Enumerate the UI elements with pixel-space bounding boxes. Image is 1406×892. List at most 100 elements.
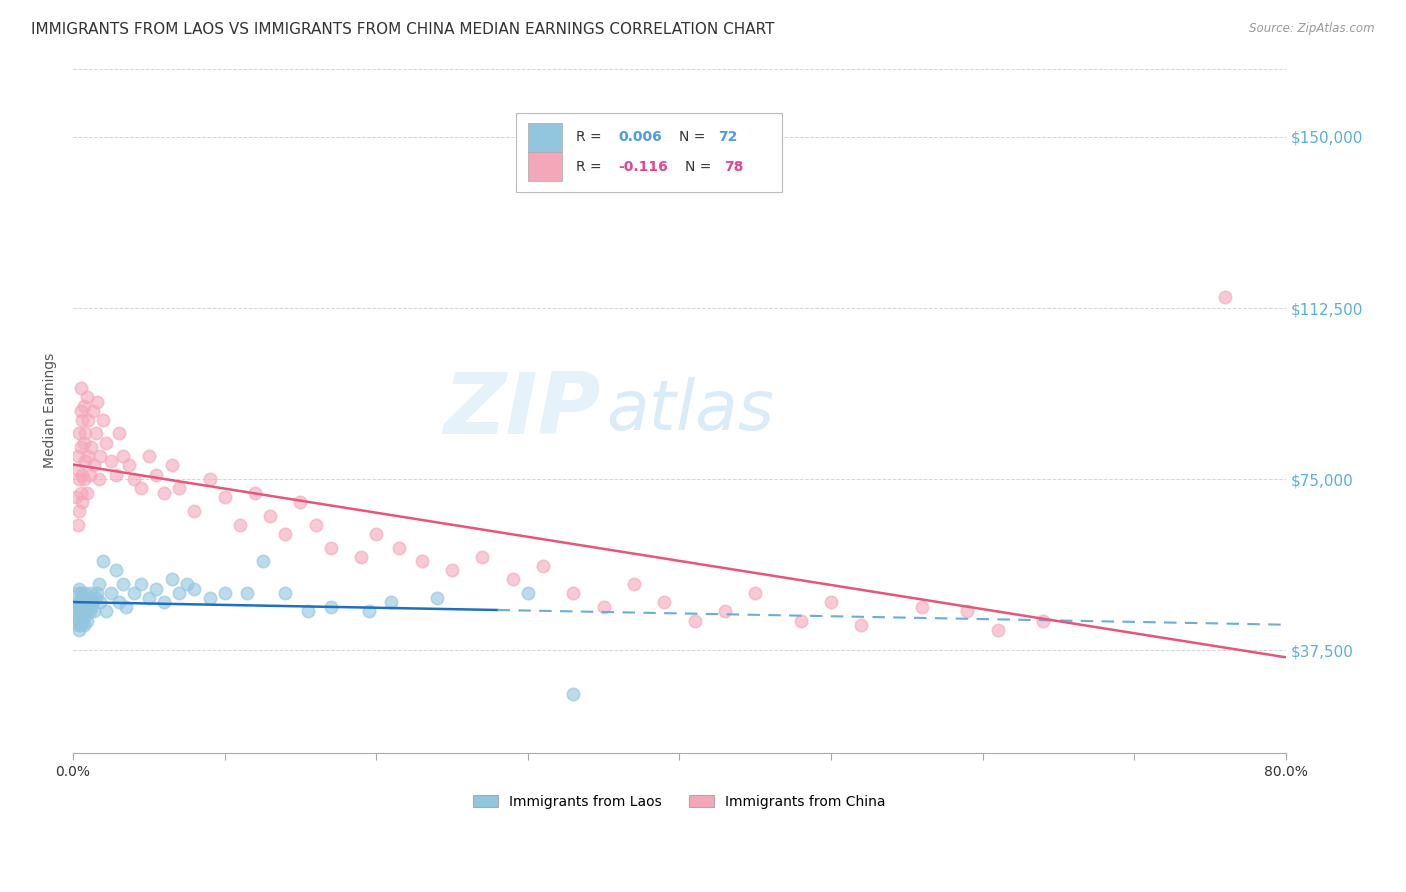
Point [75,454,97,468]
Point [69,381,91,395]
Point [789,614,811,628]
Point [82,403,104,417]
Point [67,604,90,618]
Point [122,586,145,600]
Point [69,403,91,417]
Point [471,549,494,564]
Point [297,604,319,618]
Point [236,586,259,600]
Point [319,541,342,555]
Point [274,526,297,541]
Point [69,609,91,624]
Point [100,586,122,600]
Point [65,604,87,618]
Point [76,485,98,500]
Point [138,591,160,605]
Point [357,604,380,618]
Y-axis label: Median Earnings: Median Earnings [44,353,58,468]
Point [380,595,402,609]
Point [274,586,297,600]
Point [67,599,90,614]
Point [160,573,183,587]
Point [70,413,93,427]
Text: 0.006: 0.006 [619,130,662,145]
Point [851,618,873,632]
Legend: Immigrants from Laos, Immigrants from China: Immigrants from Laos, Immigrants from Ch… [467,789,891,814]
Point [93,413,115,427]
Point [73,618,96,632]
Point [73,435,96,450]
Point [115,599,138,614]
Point [304,517,326,532]
Point [214,491,236,505]
Point [683,614,706,628]
Text: atlas: atlas [606,377,775,444]
Point [623,577,645,591]
Point [252,554,274,568]
Point [66,586,89,600]
Point [70,609,93,624]
Point [69,604,91,618]
Point [70,467,93,482]
Point [70,604,93,618]
Point [96,604,118,618]
Point [122,472,145,486]
Point [73,399,96,413]
Point [93,554,115,568]
Point [104,563,127,577]
Point [76,390,98,404]
Point [153,485,176,500]
FancyBboxPatch shape [516,113,782,192]
Point [138,450,160,464]
Point [76,614,98,628]
Point [145,467,167,482]
Point [66,450,89,464]
Point [531,558,554,573]
Point [104,467,127,482]
Text: IMMIGRANTS FROM LAOS VS IMMIGRANTS FROM CHINA MEDIAN EARNINGS CORRELATION CHART: IMMIGRANTS FROM LAOS VS IMMIGRANTS FROM … [31,22,775,37]
Point [86,586,108,600]
Point [66,595,89,609]
Text: ZIP: ZIP [443,369,600,452]
Point [198,472,221,486]
Point [75,586,97,600]
Point [592,599,614,614]
Point [73,472,96,486]
Point [67,472,90,486]
Text: 72: 72 [718,130,738,145]
Point [1032,614,1054,628]
Point [73,599,96,614]
Point [65,614,87,628]
Point [100,454,122,468]
Point [66,609,89,624]
Point [1213,290,1236,304]
Point [259,508,281,523]
Point [70,595,93,609]
Point [67,614,90,628]
Point [77,591,100,605]
Text: 78: 78 [724,160,744,174]
Point [426,591,449,605]
Point [167,586,190,600]
Point [75,595,97,609]
Point [112,450,135,464]
Point [153,595,176,609]
Point [107,426,129,441]
Text: N =: N = [679,130,710,145]
Point [73,591,96,605]
Point [70,495,93,509]
Text: Source: ZipAtlas.com: Source: ZipAtlas.com [1250,22,1375,36]
Point [76,604,98,618]
Point [145,582,167,596]
Point [562,586,585,600]
Point [350,549,373,564]
Point [80,440,103,454]
Text: -0.116: -0.116 [619,160,668,174]
Point [83,604,105,618]
Point [214,586,236,600]
Point [229,517,252,532]
Point [562,686,585,700]
Point [69,586,91,600]
Point [290,495,312,509]
Point [96,435,118,450]
